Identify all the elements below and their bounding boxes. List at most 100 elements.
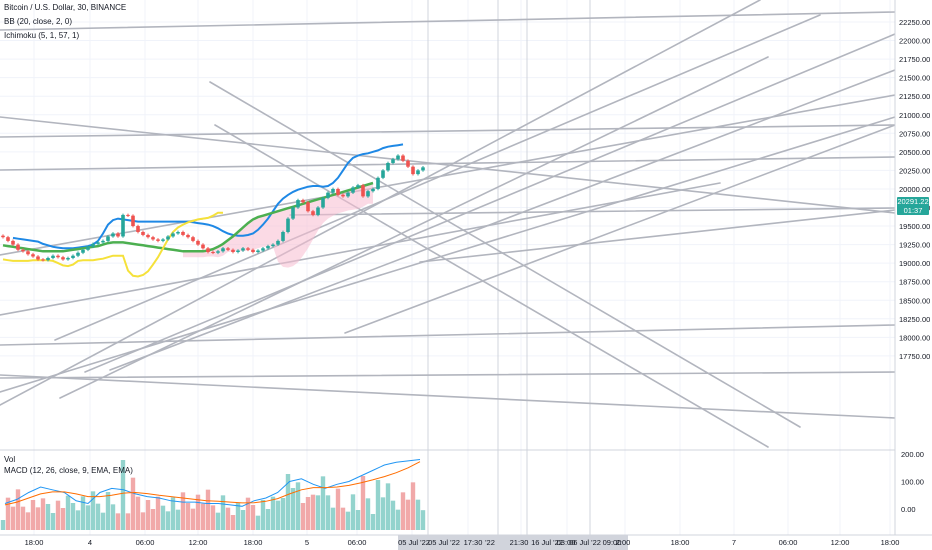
time-tick-label: 4 bbox=[88, 538, 92, 547]
candle bbox=[66, 257, 70, 260]
volume-bar bbox=[90, 491, 96, 530]
last-price-value: 20291.22 bbox=[897, 197, 929, 206]
candle bbox=[131, 215, 135, 227]
price-tick-label: 21250.00 bbox=[899, 92, 930, 101]
candle bbox=[81, 249, 85, 253]
price-tick-label: 20000.00 bbox=[899, 185, 930, 194]
volume-bar bbox=[200, 503, 206, 530]
time-tick-label: 7 bbox=[732, 538, 736, 547]
candle bbox=[346, 192, 350, 197]
trendline bbox=[84, 33, 896, 373]
time-tick-label: 12:00 bbox=[189, 538, 208, 547]
candle bbox=[71, 255, 75, 258]
time-tick-label: 21:30 bbox=[510, 538, 529, 547]
candle bbox=[111, 233, 115, 237]
volume-bar bbox=[220, 495, 226, 530]
trendline bbox=[54, 14, 821, 341]
bollinger-legend[interactable]: BB (20, close, 2, 0) bbox=[4, 17, 73, 26]
volume-bar bbox=[65, 495, 71, 530]
time-tick-label: 18:00 bbox=[671, 538, 690, 547]
candle bbox=[91, 243, 95, 247]
volume-bar bbox=[25, 512, 31, 530]
candle bbox=[421, 167, 425, 171]
price-tick-label: 17750.00 bbox=[899, 352, 930, 361]
candle bbox=[61, 257, 65, 260]
price-axis-bg bbox=[895, 0, 932, 550]
candle bbox=[371, 188, 375, 192]
candle bbox=[311, 211, 315, 215]
time-tick-label: '22 bbox=[485, 538, 495, 547]
volume-bar bbox=[110, 504, 116, 530]
time-tick-label: 06 Jul '22 bbox=[569, 538, 601, 547]
candle bbox=[31, 254, 35, 257]
volume-bar bbox=[270, 496, 276, 530]
volume-bar bbox=[310, 494, 316, 530]
time-tick-label: 5 bbox=[305, 538, 309, 547]
macd-legend[interactable]: MACD (12, 26, close, 9, EMA, EMA) bbox=[4, 466, 133, 475]
volume-bar bbox=[420, 510, 426, 530]
candle bbox=[106, 236, 110, 241]
volume-bar bbox=[255, 515, 261, 530]
ichimoku-lagging-span bbox=[2, 211, 223, 278]
candle bbox=[396, 155, 400, 160]
bollinger-upper-band bbox=[12, 143, 404, 250]
macd-tick-label: 100.00 bbox=[901, 478, 924, 487]
volume-bar bbox=[120, 460, 126, 530]
candle bbox=[256, 250, 260, 253]
trendline bbox=[0, 182, 721, 316]
candle bbox=[196, 240, 200, 245]
candle bbox=[271, 244, 275, 247]
volume-bar bbox=[225, 507, 231, 530]
ichimoku-legend[interactable]: Ichimoku (5, 1, 57, 1) bbox=[4, 31, 80, 40]
candle bbox=[386, 162, 390, 171]
time-tick-label: 06:00 bbox=[348, 538, 367, 547]
candle bbox=[351, 187, 355, 193]
trendlines[interactable] bbox=[0, 0, 896, 448]
symbol-legend[interactable]: Bitcoin / U.S. Dollar, 30, BINANCE bbox=[4, 3, 127, 12]
volume-bar bbox=[400, 492, 406, 530]
volume-bar bbox=[70, 503, 76, 530]
candle bbox=[151, 237, 155, 240]
price-tick-label: 20750.00 bbox=[899, 129, 930, 138]
price-tick-label: 18000.00 bbox=[899, 333, 930, 342]
price-tick-label: 21500.00 bbox=[899, 74, 930, 83]
volume-bar bbox=[35, 507, 41, 530]
time-tick-label: 18:00 bbox=[25, 538, 44, 547]
time-tick-label: 06:00 bbox=[779, 538, 798, 547]
candle bbox=[241, 248, 245, 251]
price-tick-label: 18750.00 bbox=[899, 278, 930, 287]
candle bbox=[401, 155, 405, 161]
trendline bbox=[0, 11, 896, 31]
volume-bar bbox=[180, 492, 186, 530]
time-tick-label: 16 Jul '22 bbox=[531, 538, 563, 547]
candle bbox=[281, 231, 285, 241]
candle bbox=[211, 252, 215, 254]
time-tick-label: 05 Jul '22 bbox=[398, 538, 430, 547]
volume-bar bbox=[170, 497, 176, 530]
volume-bar bbox=[95, 503, 101, 530]
price-tick-label: 21750.00 bbox=[899, 55, 930, 64]
volume-bar bbox=[100, 512, 106, 530]
candle bbox=[246, 248, 250, 250]
volume-bar bbox=[235, 502, 241, 530]
volume-bar bbox=[300, 503, 306, 530]
candle bbox=[186, 234, 190, 238]
candle bbox=[1, 235, 5, 238]
time-tick-label: 17:30 bbox=[464, 538, 483, 547]
candle bbox=[36, 256, 40, 260]
candle bbox=[161, 239, 165, 241]
candle bbox=[206, 248, 210, 253]
candle bbox=[316, 207, 320, 215]
macd-signal-line bbox=[4, 461, 421, 506]
volume-bar bbox=[230, 515, 236, 530]
candle bbox=[146, 234, 150, 238]
volume-bar bbox=[195, 494, 201, 530]
volume-legend[interactable]: Vol bbox=[4, 455, 16, 464]
time-tick-label: 18:00 bbox=[881, 538, 900, 547]
ichimoku-base-line bbox=[2, 181, 374, 253]
candle bbox=[191, 237, 195, 241]
time-tick-label: 05 Jul '22 bbox=[428, 538, 460, 547]
volume-bar bbox=[365, 498, 371, 530]
